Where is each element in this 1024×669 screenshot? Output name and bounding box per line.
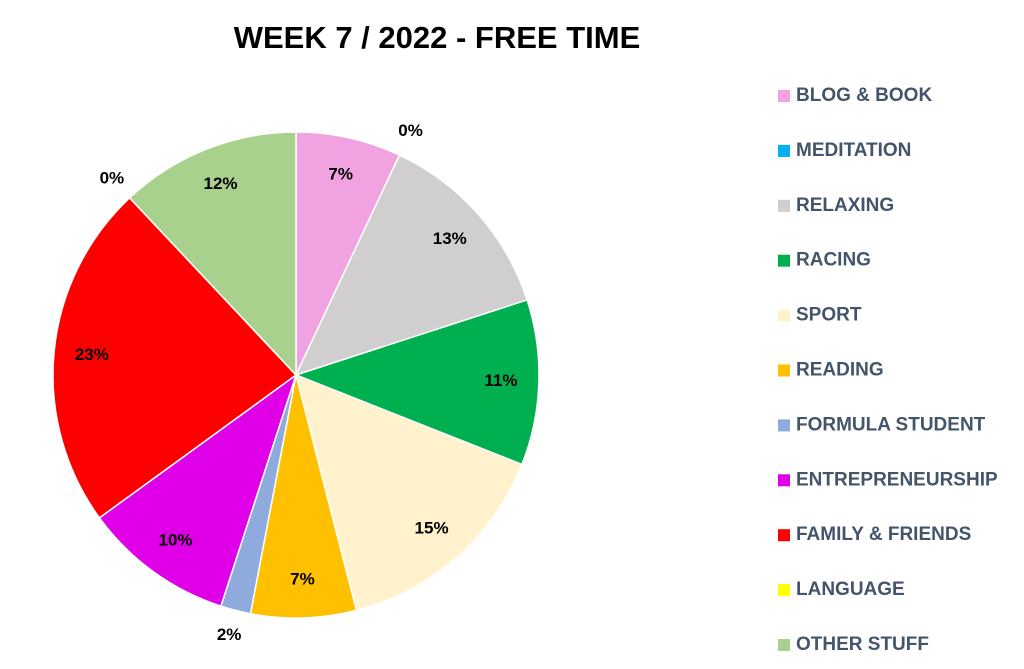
legend-swatch bbox=[778, 90, 790, 102]
legend-label: FAMILY & FRIENDS bbox=[796, 524, 971, 545]
value-label: 11% bbox=[484, 371, 517, 390]
value-label: 15% bbox=[415, 518, 449, 537]
legend-label: SPORT bbox=[796, 305, 862, 326]
pie-slice bbox=[128, 131, 297, 377]
value-label: 2% bbox=[217, 625, 242, 644]
legend-label: FORMULA STUDENT bbox=[796, 414, 986, 435]
legend-label: RELAXING bbox=[796, 195, 894, 216]
value-label: 23% bbox=[75, 345, 109, 364]
value-label: 13% bbox=[433, 229, 467, 248]
legend-swatch bbox=[778, 144, 790, 157]
legend-swatch bbox=[778, 309, 790, 322]
legend-swatch bbox=[778, 529, 790, 542]
legend-swatch bbox=[778, 419, 790, 432]
value-label: 7% bbox=[328, 164, 353, 183]
value-label: 0% bbox=[398, 121, 423, 140]
legend-label: RACING bbox=[796, 250, 871, 271]
value-label: 7% bbox=[290, 569, 315, 588]
legend-swatch bbox=[778, 584, 790, 597]
legend-swatch bbox=[778, 474, 790, 487]
value-label: 10% bbox=[158, 530, 192, 549]
legend-label: ENTREPRENEURSHIP bbox=[796, 469, 998, 490]
value-label: 0% bbox=[100, 168, 125, 187]
legend-swatch bbox=[778, 254, 790, 267]
legend-label: BLOG & BOOK bbox=[796, 85, 932, 106]
pie-slice bbox=[52, 196, 298, 519]
pie-slice bbox=[294, 154, 529, 377]
value-label: 12% bbox=[204, 174, 238, 193]
legend-swatch bbox=[778, 639, 790, 651]
pie-slice bbox=[294, 373, 523, 612]
legend-label: READING bbox=[796, 360, 884, 381]
pie-slice bbox=[249, 374, 358, 619]
legend-label: LANGUAGE bbox=[796, 579, 905, 600]
legend-label: MEDITATION bbox=[796, 140, 911, 161]
pie-slice bbox=[293, 298, 540, 466]
legend-label: OTHER STUFF bbox=[796, 634, 929, 655]
legend-swatch bbox=[778, 364, 790, 377]
legend-swatch bbox=[778, 199, 790, 212]
chart-title: WEEK 7 / 2022 - FREE TIME bbox=[234, 20, 641, 55]
pie-slice bbox=[98, 373, 298, 608]
pie-slice bbox=[295, 131, 401, 376]
